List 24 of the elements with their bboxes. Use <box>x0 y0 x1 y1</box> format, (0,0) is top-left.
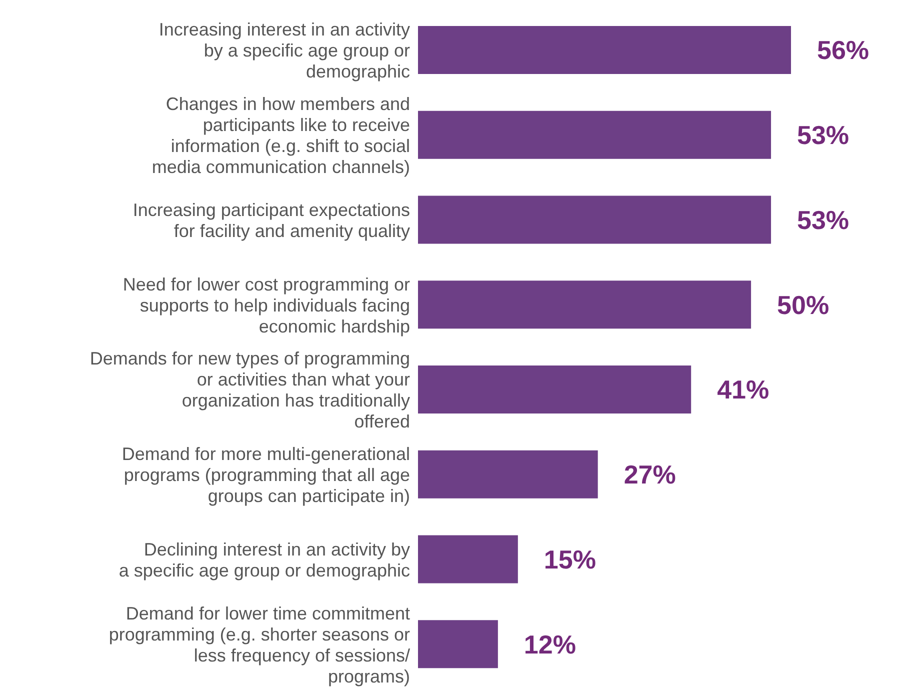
y-tick-label: Demands for new types of programming or activities than what your organization has traditionally offered <box>90 348 410 432</box>
data-label: 27% <box>624 460 676 490</box>
y-tick-label: Demand for more multi-generational programs (programming that all age groups can participate in) <box>122 444 410 506</box>
bar <box>418 620 498 668</box>
bar <box>418 366 692 414</box>
data-label: 53% <box>797 204 850 235</box>
y-tick-label: Increasing interest in an activity by a specific age group or demographic <box>158 20 410 82</box>
bar <box>418 280 752 329</box>
bar <box>418 196 772 244</box>
y-tick-label: Demand for lower time commitment programming (e.g. shorter seasons or less frequency of sessions/ programs) <box>108 603 410 686</box>
data-label: 56% <box>817 35 870 66</box>
y-tick-label: Declining interest in an activity by a specific age group or demographic <box>118 539 410 580</box>
y-tick-label: Increasing participant expectations for facility and amenity quality <box>132 200 410 241</box>
bar <box>418 450 598 498</box>
y-tick-label: Changes in how members and participants like to receive information (e.g. shift to social media communication channels) <box>152 94 410 178</box>
data-label: 15% <box>544 544 596 574</box>
bar <box>418 110 772 159</box>
y-tick-label: Need for lower cost programming or supports to help individuals facing economic hardship <box>122 274 410 336</box>
data-label: 53% <box>797 120 850 150</box>
data-label: 12% <box>524 629 576 660</box>
bar <box>418 26 791 74</box>
bar <box>418 535 518 584</box>
data-label: 41% <box>717 374 770 405</box>
data-label: 50% <box>777 290 830 320</box>
